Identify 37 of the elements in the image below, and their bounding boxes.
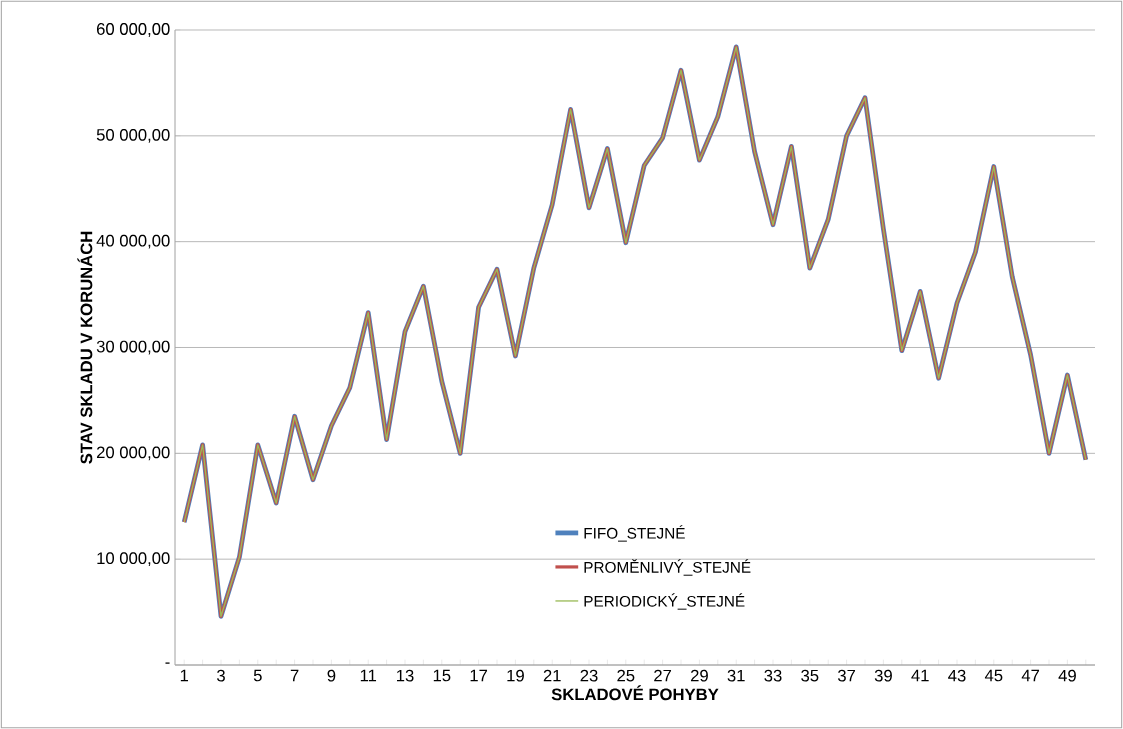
x-tick-label: 25	[617, 669, 635, 682]
x-tick-label: 13	[397, 669, 414, 682]
x-tick-label: 35	[801, 669, 819, 682]
x-tick-label: 29	[690, 669, 708, 682]
x-tick-label: 11	[360, 669, 377, 682]
x-tick-label: 31	[727, 669, 745, 682]
x-tick-label: 5	[253, 669, 262, 682]
x-tick-label: 17	[470, 669, 488, 682]
legend-label: PERIODICKÝ_STEJNÉ	[584, 593, 745, 610]
y-axis-title: STAV SKLADU V KORUNÁCH	[77, 231, 93, 464]
x-tick-label: 45	[984, 669, 1003, 682]
x-tick-label: 3	[217, 669, 225, 682]
legend-label: PROMĚNLIVÝ_STEJNÉ	[584, 559, 751, 576]
y-tick-label: 60 000,00	[96, 23, 170, 37]
x-tick-label: 7	[290, 669, 299, 682]
x-tick-label: 39	[874, 669, 892, 682]
x-tick-label: 1	[180, 669, 189, 682]
x-tick-label: 15	[433, 669, 451, 682]
x-tick-label: 9	[327, 669, 336, 682]
x-tick-label: 41	[911, 669, 929, 682]
x-tick-label: 43	[948, 669, 966, 682]
y-tick-label: 40 000,00	[96, 234, 170, 249]
y-tick-label: 20 000,00	[96, 446, 170, 461]
x-tick-label: 49	[1058, 669, 1076, 682]
y-tick-label: -	[165, 662, 170, 664]
y-tick-label: 30 000,00	[96, 340, 170, 355]
x-tick-label: 47	[1021, 669, 1040, 682]
x-tick-label: 37	[837, 669, 856, 682]
x-tick-label: 21	[543, 669, 561, 682]
y-tick-label: 10 000,00	[97, 552, 170, 567]
x-tick-label: 33	[764, 669, 782, 682]
y-tick-label: 50 000,00	[96, 128, 170, 143]
x-axis-title: SKLADOVÉ POHYBY	[551, 685, 719, 701]
x-tick-label: 23	[580, 669, 598, 682]
x-tick-label: 19	[507, 669, 524, 682]
legend-label: FIFO_STEJNÉ	[584, 525, 685, 542]
x-tick-label: 27	[654, 669, 672, 682]
